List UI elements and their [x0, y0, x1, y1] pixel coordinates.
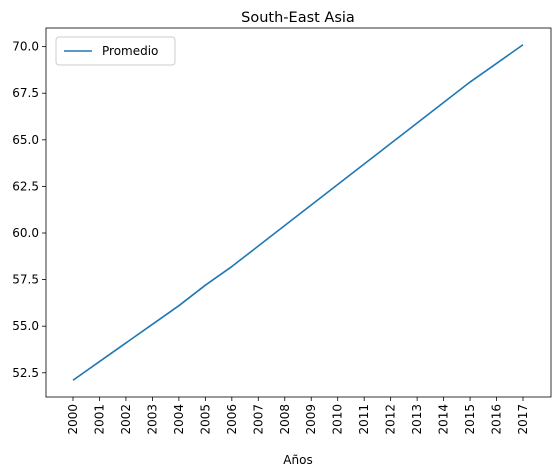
- x-tick-label: 2003: [145, 404, 159, 435]
- x-tick-label: 2016: [490, 404, 504, 435]
- x-tick-label: 2015: [463, 404, 477, 435]
- legend-label: Promedio: [102, 44, 158, 58]
- x-tick-label: 2007: [251, 404, 265, 435]
- x-tick-label: 2011: [357, 404, 371, 435]
- y-tick-label: 65.0: [12, 133, 39, 147]
- y-tick-label: 60.0: [12, 226, 39, 240]
- x-tick-label: 2002: [119, 404, 133, 435]
- x-tick-label: 2001: [92, 404, 106, 435]
- x-tick-label: 2008: [278, 404, 292, 435]
- y-tick-label: 57.5: [12, 273, 39, 287]
- y-tick-label: 67.5: [12, 86, 39, 100]
- x-tick-label: 2017: [516, 404, 530, 435]
- x-tick-label: 2009: [304, 404, 318, 435]
- x-tick-label: 2005: [198, 404, 212, 435]
- legend-box: [55, 36, 176, 66]
- y-tick-label: 70.0: [12, 40, 39, 54]
- x-tick-label: 2013: [410, 404, 424, 435]
- x-tick-label: 2006: [225, 404, 239, 435]
- y-tick-label: 62.5: [12, 179, 39, 193]
- x-tick-label: 2004: [172, 404, 186, 435]
- plot-area: [72, 44, 524, 381]
- y-tick-label: 52.5: [12, 366, 39, 380]
- plot-frame: [45, 27, 552, 398]
- x-tick-label: 2010: [331, 404, 345, 435]
- x-tick-label: 2012: [384, 404, 398, 435]
- x-tick-label: 2014: [437, 404, 451, 435]
- chart-title: South-East Asia: [241, 10, 355, 26]
- x-axis: 2000 2001 2002 2003 2004 2005 2006 2007 2008 2009…: [66, 397, 530, 435]
- legend: Promedio: [55, 36, 176, 66]
- x-tick-label: 2000: [66, 404, 80, 435]
- y-tick-label: 55.0: [12, 319, 39, 333]
- series-line-1: [72, 44, 524, 381]
- y-axis: 52.5 55.0 57.5 60.0 62.5 65.0 67.5 70.0: [12, 40, 46, 380]
- x-axis-label: Años: [283, 453, 312, 467]
